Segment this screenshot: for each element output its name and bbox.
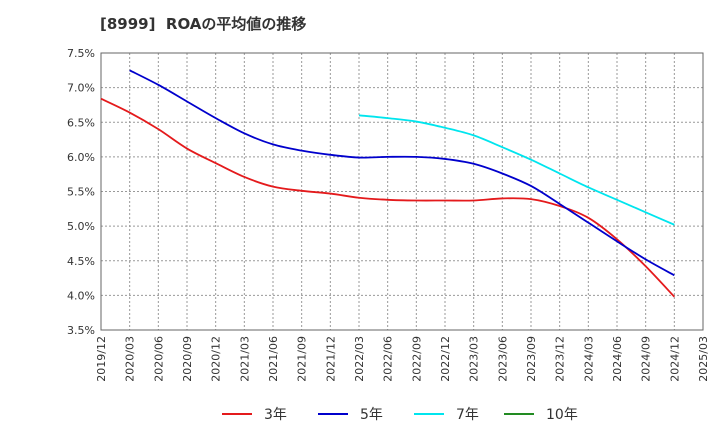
series-line-1	[100, 97, 675, 298]
series-line-3	[358, 114, 675, 226]
x-tick-label: 2020/03	[124, 336, 137, 382]
x-tick-label: 2023/06	[496, 336, 509, 382]
y-tick-label: 6.5%	[67, 116, 95, 129]
x-tick-label: 2022/06	[382, 336, 395, 382]
y-tick-label: 7.0%	[67, 82, 95, 95]
x-tick-label: 2019/12	[95, 336, 108, 382]
x-tick-label: 2020/06	[152, 336, 165, 382]
x-tick-label: 2023/09	[525, 336, 538, 382]
y-tick-label: 3.5%	[67, 324, 95, 337]
y-tick-label: 4.0%	[67, 289, 95, 302]
x-tick-label: 2023/12	[554, 336, 567, 382]
x-tick-label: 2021/03	[238, 336, 251, 382]
x-tick-label: 2024/03	[582, 336, 595, 382]
x-tick-label: 2021/06	[267, 336, 280, 382]
x-tick-label: 2021/09	[296, 336, 309, 382]
x-tick-label: 2020/12	[210, 336, 223, 382]
x-tick-label: 2022/09	[410, 336, 423, 382]
legend-label-3: 7年	[456, 407, 479, 423]
y-tick-label: 7.5%	[67, 47, 95, 60]
y-tick-label: 5.5%	[67, 186, 95, 199]
y-tick-label: 6.0%	[67, 151, 95, 164]
x-tick-label: 2024/12	[668, 336, 681, 382]
x-tick-label: 2024/06	[611, 336, 624, 382]
x-tick-label: 2024/09	[640, 336, 653, 382]
y-tick-label: 5.0%	[67, 220, 95, 233]
legend-label-2: 5年	[360, 407, 383, 423]
x-tick-label: 2021/12	[324, 336, 337, 382]
x-tick-label: 2023/03	[468, 336, 481, 382]
x-tick-label: 2022/12	[439, 336, 452, 382]
legend-label-4: 10年	[546, 407, 578, 423]
x-tick-label: 2020/09	[181, 336, 194, 382]
x-tick-label: 2025/03	[697, 336, 710, 382]
x-tick-label: 2022/03	[353, 336, 366, 382]
series-line-2	[129, 69, 675, 277]
legend-label-1: 3年	[264, 407, 287, 423]
y-tick-label: 4.5%	[67, 255, 95, 268]
plot-frame	[100, 52, 704, 331]
chart-title: [8999] ROAの平均値の推移	[100, 15, 307, 33]
